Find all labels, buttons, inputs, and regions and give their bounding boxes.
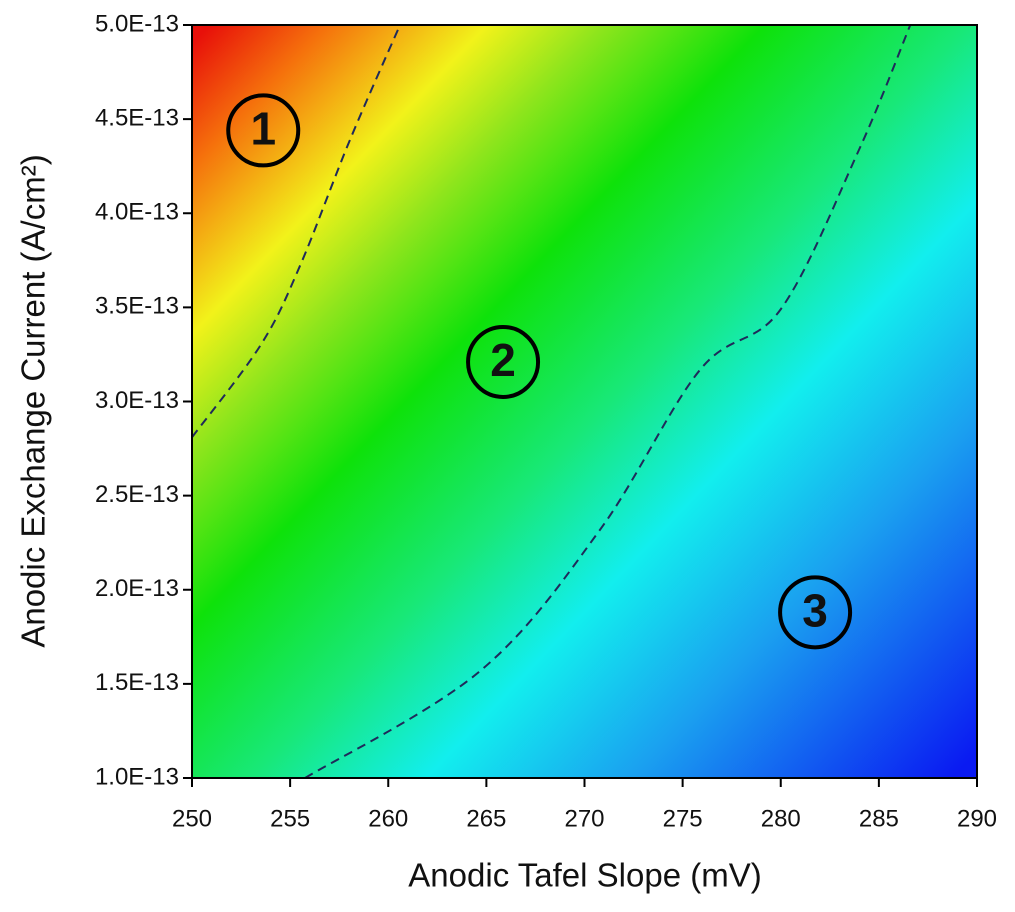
x-tick-label: 290 [957, 805, 997, 832]
annotation-circle [226, 93, 301, 168]
annotation-label: 3 [802, 584, 828, 636]
annotation-label: 2 [490, 334, 516, 386]
y-tick-label: 4.5E-13 [95, 104, 179, 131]
x-tick-label: 260 [368, 805, 408, 832]
y-tick-label: 5.0E-13 [95, 10, 179, 37]
x-tick-label: 280 [761, 805, 801, 832]
contour-line [304, 25, 912, 778]
x-tick-label: 275 [663, 805, 703, 832]
annotation-circle [778, 575, 853, 650]
annotation-label: 1 [250, 103, 276, 155]
y-tick-label: 1.5E-13 [95, 669, 179, 696]
y-tick-label: 4.0E-13 [95, 199, 179, 226]
y-tick-label: 3.5E-13 [95, 293, 179, 320]
x-tick-label: 265 [466, 805, 506, 832]
x-tick-label: 255 [270, 805, 310, 832]
heatmap-field [192, 25, 977, 778]
x-axis-label: Anodic Tafel Slope (mV) [408, 857, 761, 894]
x-tick-label: 285 [859, 805, 899, 832]
y-tick-label: 2.0E-13 [95, 575, 179, 602]
y-axis-label: Anodic Exchange Current (A/cm²) [15, 154, 52, 647]
contour-line [192, 25, 401, 438]
axes: 250 255 260 265 270 275 280 285 290 1.0E-13 1.5E-1… [95, 10, 997, 832]
plot-frame [191, 24, 978, 779]
x-tick-label: 270 [564, 805, 604, 832]
contour-group [192, 25, 912, 778]
y-tick-label: 2.5E-13 [95, 481, 179, 508]
annotation-circle [466, 324, 541, 399]
y-tick-label: 1.0E-13 [95, 763, 179, 790]
y-tick-label: 3.0E-13 [95, 387, 179, 414]
x-tick-label: 250 [172, 805, 212, 832]
